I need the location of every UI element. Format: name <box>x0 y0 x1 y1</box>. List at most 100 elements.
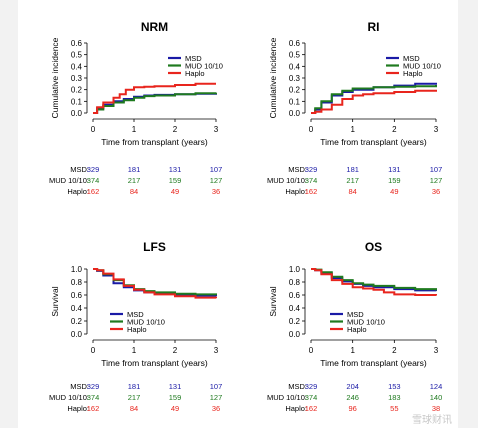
x-tick-label: 1 <box>132 125 137 134</box>
x-tick-label: 0 <box>91 125 96 134</box>
x-tick-label: 0 <box>91 346 96 355</box>
series-line-haplo <box>311 89 437 114</box>
figure-panel: NRM 0.0 0.1 0.2 0.3 0.4 0.5 0.6 0 1 2 3 Time from tr… <box>18 0 458 428</box>
risk-value: 55 <box>390 404 398 413</box>
y-tick-label: 0.0 <box>289 109 301 118</box>
y-tick-label: 0.4 <box>289 62 301 71</box>
risk-value: 127 <box>430 176 443 185</box>
risk-value: 181 <box>346 165 359 174</box>
risk-value: 36 <box>432 187 440 196</box>
series-line-haplo <box>311 268 437 296</box>
x-tick-label: 3 <box>214 346 219 355</box>
risk-value: 84 <box>130 187 138 196</box>
risk-row-label: Haplo: <box>67 404 89 413</box>
y-tick-label: 1.0 <box>71 265 83 274</box>
y-tick-label: 0.5 <box>71 51 83 60</box>
x-tick-label: 0 <box>309 346 314 355</box>
y-tick-label: 0.6 <box>289 39 301 48</box>
risk-value: 159 <box>169 393 182 402</box>
y-tick-label: 0.8 <box>289 278 301 287</box>
risk-value: 159 <box>169 176 182 185</box>
risk-value: 329 <box>305 165 318 174</box>
panel-ri: RI 0.0 0.1 0.2 0.3 0.4 0.5 0.6 0 1 2 3 Time from tra… <box>267 20 442 196</box>
risk-row-label: MSD: <box>70 165 89 174</box>
panel-os: OS 0.0 0.2 0.4 0.6 0.8 1.0 0 1 2 3 Time from transp… <box>267 240 442 413</box>
x-tick-label: 1 <box>132 346 137 355</box>
risk-value: 329 <box>87 165 100 174</box>
legend-label: MUD 10/10 <box>403 61 441 70</box>
x-tick-label: 3 <box>434 346 439 355</box>
legend-label: MUD 10/10 <box>127 317 165 326</box>
risk-value: 107 <box>430 165 443 174</box>
y-tick-label: 0.0 <box>71 330 83 339</box>
watermark: 雪球财讯 <box>412 415 452 426</box>
risk-value: 49 <box>171 404 179 413</box>
risk-table: MSD:329 181 131 107 MUD 10/10:374 217 159 127 Ha… <box>49 165 222 196</box>
chart-title: LFS <box>143 240 166 254</box>
series-line-mud-10-10 <box>93 92 217 114</box>
y-tick-label: 0.6 <box>289 291 301 300</box>
risk-row-label: Haplo: <box>285 187 307 196</box>
risk-value: 131 <box>169 165 182 174</box>
risk-value: 36 <box>212 404 220 413</box>
risk-value: 246 <box>346 393 359 402</box>
risk-row-label: MSD: <box>70 382 89 391</box>
y-tick-label: 0.5 <box>289 51 301 60</box>
x-tick-label: 2 <box>173 346 178 355</box>
risk-row-label: MSD: <box>288 382 307 391</box>
y-tick-label: 0.2 <box>71 317 83 326</box>
risk-value: 181 <box>128 382 141 391</box>
y-tick-label: 0.4 <box>289 304 301 313</box>
km-figure: NRM 0.0 0.1 0.2 0.3 0.4 0.5 0.6 0 1 2 3 Time from tr… <box>49 20 442 413</box>
panel-lfs: LFS 0.0 0.2 0.4 0.6 0.8 1.0 0 1 2 3 Time from trans… <box>49 240 222 413</box>
y-tick-label: 0.1 <box>71 97 83 106</box>
risk-value: 84 <box>348 187 356 196</box>
x-axis-label: Time from transplant (years) <box>320 137 427 147</box>
risk-value: 159 <box>388 176 401 185</box>
risk-value: 374 <box>305 176 318 185</box>
y-tick-label: 0.6 <box>71 291 83 300</box>
legend-label: Haplo <box>403 69 423 78</box>
y-tick-label: 0.0 <box>289 330 301 339</box>
risk-value: 107 <box>210 382 223 391</box>
legend-label: Haplo <box>127 325 147 334</box>
risk-value: 181 <box>128 165 141 174</box>
risk-value: 204 <box>346 382 359 391</box>
x-tick-label: 1 <box>350 346 355 355</box>
y-tick-label: 1.0 <box>289 265 301 274</box>
x-tick-label: 2 <box>173 125 178 134</box>
legend-label: MUD 10/10 <box>185 61 223 70</box>
risk-value: 374 <box>87 393 100 402</box>
risk-value: 162 <box>87 187 100 196</box>
series-line-haplo <box>93 82 216 114</box>
chart-title: OS <box>365 240 382 254</box>
axes <box>86 269 216 341</box>
risk-value: 127 <box>210 393 223 402</box>
panel-nrm: NRM 0.0 0.1 0.2 0.3 0.4 0.5 0.6 0 1 2 3 Time from tr… <box>49 20 223 196</box>
series-line-mud-10-10 <box>311 85 437 114</box>
x-axis-label: Time from transplant (years) <box>320 358 427 368</box>
risk-value: 153 <box>388 382 401 391</box>
y-tick-label: 0.8 <box>71 278 83 287</box>
risk-value: 96 <box>348 404 356 413</box>
chart-title: RI <box>368 20 380 34</box>
y-axis-label: Cumulative incidence <box>268 37 278 118</box>
legend-label: Haplo <box>185 69 205 78</box>
risk-table: MSD:329 181 131 107 MUD 10/10:374 217 159 127 Ha… <box>267 165 442 196</box>
risk-row-label: MUD 10/10: <box>49 393 89 402</box>
x-tick-label: 2 <box>392 125 397 134</box>
y-tick-label: 0.1 <box>289 97 301 106</box>
risk-value: 124 <box>430 382 443 391</box>
risk-value: 38 <box>432 404 440 413</box>
risk-value: 36 <box>212 187 220 196</box>
risk-value: 107 <box>210 165 223 174</box>
y-tick-label: 0.2 <box>289 317 301 326</box>
legend-label: MSD <box>347 310 364 319</box>
risk-value: 127 <box>210 176 223 185</box>
y-tick-label: 0.0 <box>71 109 83 118</box>
risk-value: 131 <box>169 382 182 391</box>
risk-row-label: Haplo: <box>285 404 307 413</box>
risk-value: 49 <box>390 187 398 196</box>
